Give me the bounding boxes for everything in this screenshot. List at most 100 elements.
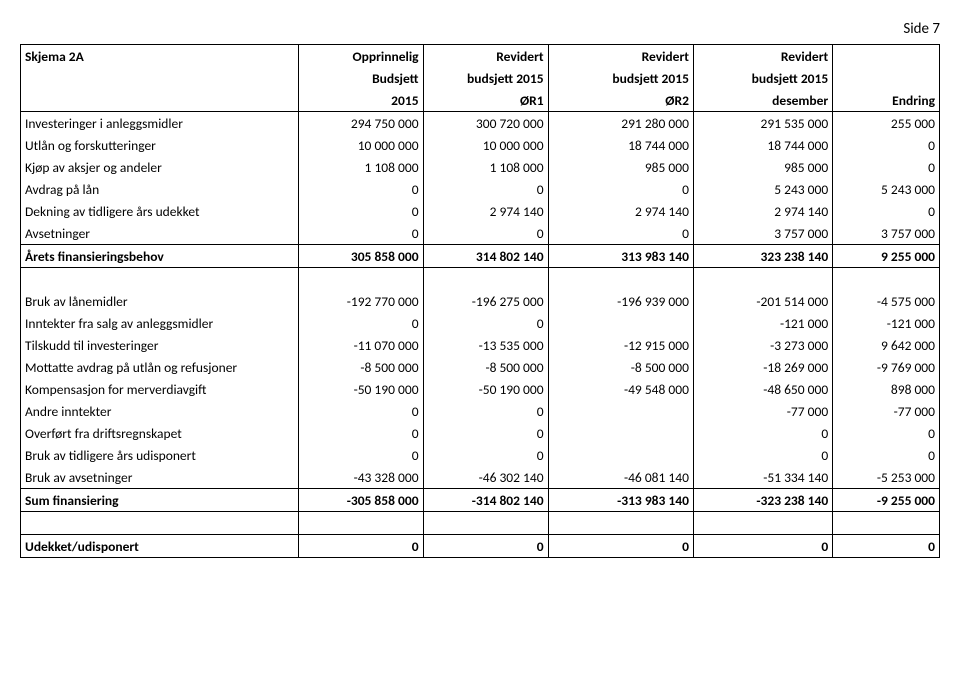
h3-c3: ØR2 [548, 89, 693, 112]
cell: -48 650 000 [693, 378, 832, 400]
cell: 0 [693, 422, 832, 444]
table-row: Kjøp av aksjer og andeler 1 108 000 1 10… [21, 156, 940, 178]
cell: 9 642 000 [833, 334, 940, 356]
cell [548, 444, 693, 466]
cell: -9 255 000 [833, 489, 940, 512]
cell: 0 [693, 535, 832, 558]
table-row: Avsetninger 0 0 0 3 757 000 3 757 000 [21, 222, 940, 245]
cell: Tilskudd til investeringer [21, 334, 299, 356]
cell: Bruk av tidligere års udisponert [21, 444, 299, 466]
cell: -5 253 000 [833, 466, 940, 489]
cell: 10 000 000 [298, 134, 423, 156]
total-row-2: Sum finansiering -305 858 000 -314 802 1… [21, 489, 940, 512]
h1-c2: Revidert [423, 45, 548, 68]
cell [298, 512, 423, 535]
table-row: Avdrag på lån 0 0 0 5 243 000 5 243 000 [21, 178, 940, 200]
h3-c2: ØR1 [423, 89, 548, 112]
cell: 0 [833, 156, 940, 178]
table-row: Bruk av lånemidler -192 770 000 -196 275… [21, 290, 940, 312]
table-row: Mottatte avdrag på utlån og refusjoner -… [21, 356, 940, 378]
cell [693, 268, 832, 291]
cell: 0 [833, 535, 940, 558]
cell: -50 190 000 [298, 378, 423, 400]
h3-c5: Endring [833, 89, 940, 112]
cell: 313 983 140 [548, 245, 693, 268]
header-row-1: Skjema 2A Opprinnelig Revidert Revidert … [21, 45, 940, 68]
cell: Overført fra driftsregnskapet [21, 422, 299, 444]
cell: -323 238 140 [693, 489, 832, 512]
cell: 985 000 [693, 156, 832, 178]
table-row: Utlån og forskutteringer 10 000 000 10 0… [21, 134, 940, 156]
table-row: Andre inntekter 0 0 -77 000 -77 000 [21, 400, 940, 422]
cell: -13 535 000 [423, 334, 548, 356]
h2-c1: Budsjett [298, 67, 423, 89]
cell: -51 334 140 [693, 466, 832, 489]
cell [548, 312, 693, 334]
cell: 0 [423, 400, 548, 422]
cell: 0 [833, 200, 940, 222]
cell: Bruk av lånemidler [21, 290, 299, 312]
cell: -11 070 000 [298, 334, 423, 356]
h2-c2: budsjett 2015 [423, 67, 548, 89]
cell: Investeringer i anleggsmidler [21, 112, 299, 135]
cell [423, 512, 548, 535]
spacer-row [21, 268, 940, 291]
cell: -196 275 000 [423, 290, 548, 312]
cell: 5 243 000 [833, 178, 940, 200]
cell: Mottatte avdrag på utlån og refusjoner [21, 356, 299, 378]
cell: 985 000 [548, 156, 693, 178]
cell: -12 915 000 [548, 334, 693, 356]
table-row: Bruk av tidligere års udisponert 0 0 0 0 [21, 444, 940, 466]
cell: -8 500 000 [298, 356, 423, 378]
cell: 0 [548, 178, 693, 200]
cell: 0 [833, 134, 940, 156]
header-row-3: 2015 ØR1 ØR2 desember Endring [21, 89, 940, 112]
cell: -314 802 140 [423, 489, 548, 512]
h2-c4: budsjett 2015 [693, 67, 832, 89]
cell: 5 243 000 [693, 178, 832, 200]
cell: Udekket/udisponert [21, 535, 299, 558]
cell: -77 000 [833, 400, 940, 422]
cell [833, 268, 940, 291]
cell: -8 500 000 [423, 356, 548, 378]
cell: -46 302 140 [423, 466, 548, 489]
cell: 305 858 000 [298, 245, 423, 268]
cell: 0 [423, 312, 548, 334]
cell: -49 548 000 [548, 378, 693, 400]
cell: Sum finansiering [21, 489, 299, 512]
cell: 1 108 000 [298, 156, 423, 178]
cell: 0 [298, 222, 423, 245]
table-row: Kompensasjon for merverdiavgift -50 190 … [21, 378, 940, 400]
budget-table: Skjema 2A Opprinnelig Revidert Revidert … [20, 44, 940, 558]
page-container: Side 7 Skjema 2A Opprinnelig Revidert Re… [20, 20, 940, 558]
cell: -196 939 000 [548, 290, 693, 312]
cell: 10 000 000 [423, 134, 548, 156]
table-row: Bruk av avsetninger -43 328 000 -46 302 … [21, 466, 940, 489]
cell: 323 238 140 [693, 245, 832, 268]
table-row: Inntekter fra salg av anleggsmidler 0 0 … [21, 312, 940, 334]
cell [21, 268, 299, 291]
cell: -121 000 [693, 312, 832, 334]
cell [548, 512, 693, 535]
cell [548, 268, 693, 291]
h3-c1: 2015 [298, 89, 423, 112]
cell: 0 [298, 178, 423, 200]
cell: 294 750 000 [298, 112, 423, 135]
cell: 2 974 140 [693, 200, 832, 222]
cell: 0 [298, 312, 423, 334]
cell: 0 [833, 422, 940, 444]
cell [548, 422, 693, 444]
cell: -305 858 000 [298, 489, 423, 512]
cell: 3 757 000 [693, 222, 832, 245]
h1-c0: Skjema 2A [21, 45, 299, 68]
h2-c0 [21, 67, 299, 89]
cell: 0 [833, 444, 940, 466]
cell: Utlån og forskutteringer [21, 134, 299, 156]
cell: 898 000 [833, 378, 940, 400]
cell: 0 [423, 222, 548, 245]
cell: -4 575 000 [833, 290, 940, 312]
cell: -192 770 000 [298, 290, 423, 312]
cell: -18 269 000 [693, 356, 832, 378]
cell: 300 720 000 [423, 112, 548, 135]
table-row: Tilskudd til investeringer -11 070 000 -… [21, 334, 940, 356]
